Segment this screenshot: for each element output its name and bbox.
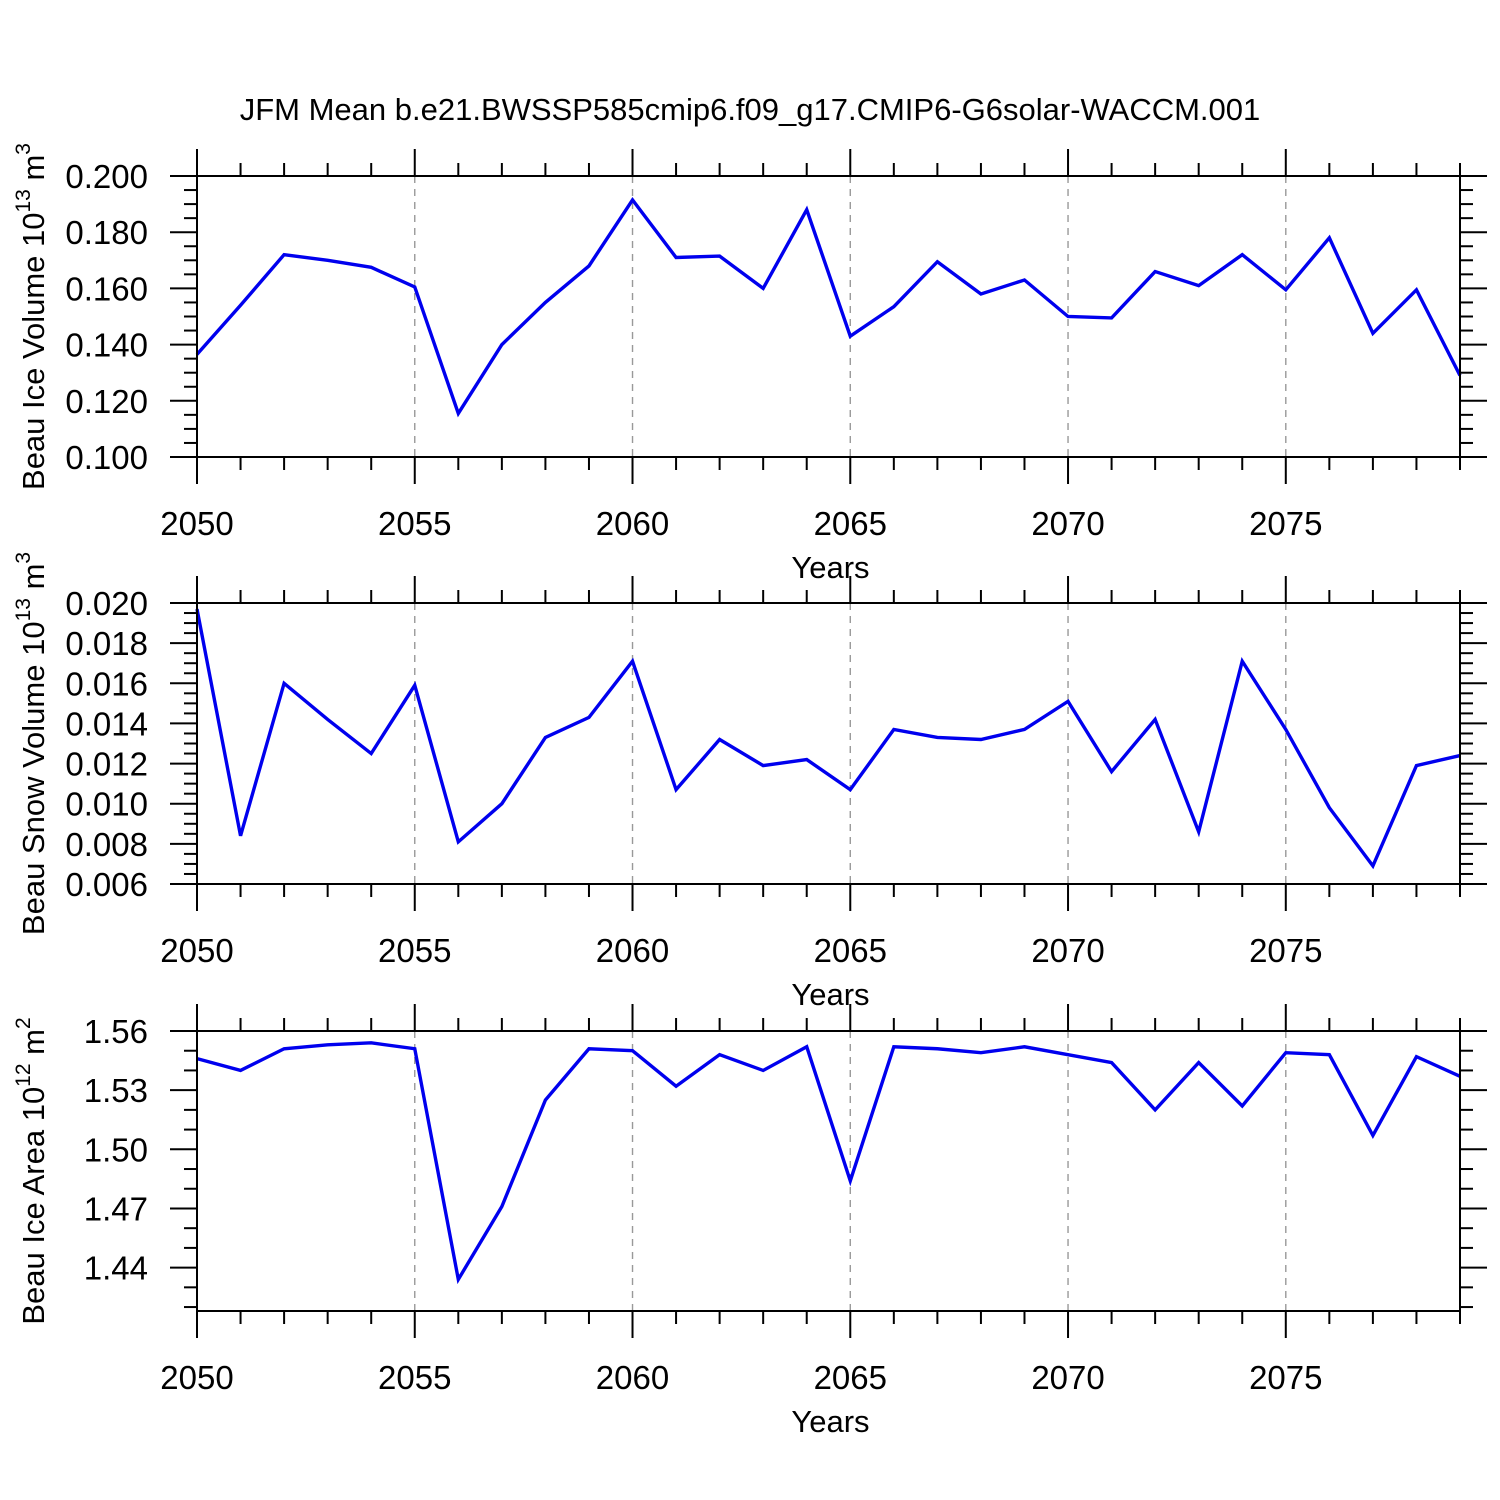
x-tick-label: 2075 <box>1249 505 1322 542</box>
y-axis-label-text: m <box>16 155 51 189</box>
x-tick-label: 2070 <box>1031 1359 1104 1396</box>
series-line <box>195 608 1461 870</box>
x-tick-label: 2070 <box>1031 505 1104 542</box>
y-tick-label: 0.006 <box>65 866 148 903</box>
x-tick-label: 2060 <box>596 932 669 969</box>
y-axis-label-sup: 3 <box>12 552 35 564</box>
y-tick-label: 1.56 <box>84 1013 148 1050</box>
y-tick-label: 0.012 <box>65 746 148 783</box>
y-tick-label: 0.020 <box>65 585 148 622</box>
series-line <box>195 196 1462 418</box>
x-tick-label: 2050 <box>160 1359 233 1396</box>
y-tick-label: 0.120 <box>65 383 148 420</box>
x-tick-label: 2065 <box>814 1359 887 1396</box>
y-tick-label: 0.016 <box>65 665 148 702</box>
y-axis-label: Beau Ice Area 1012 m2 <box>12 1017 51 1324</box>
x-tick-label: 2055 <box>378 505 451 542</box>
figure-title: JFM Mean b.e21.BWSSP585cmip6.f09_g17.CMI… <box>239 92 1261 127</box>
x-tick-label: 2065 <box>814 505 887 542</box>
y-tick-label: 0.014 <box>65 705 148 742</box>
x-tick-label: 2075 <box>1249 1359 1322 1396</box>
x-tick-label: 2070 <box>1031 932 1104 969</box>
series-line <box>196 1041 1461 1285</box>
x-tick-label: 2055 <box>378 932 451 969</box>
y-axis-label: Beau Ice Volume 1013 m3 <box>12 143 51 490</box>
y-axis-label-text: Beau Snow Volume 10 <box>16 621 51 935</box>
y-tick-label: 0.008 <box>65 826 148 863</box>
y-axis-label-sup: 2 <box>12 1017 35 1029</box>
y-axis-label: Beau Snow Volume 1013 m3 <box>12 552 51 935</box>
x-tick-label: 2060 <box>596 1359 669 1396</box>
y-axis-label-text: m <box>16 1029 51 1063</box>
plot-box <box>196 1030 1461 1312</box>
x-tick-label: 2050 <box>160 505 233 542</box>
y-tick-label: 0.180 <box>65 214 148 251</box>
y-axis-label-sup: 13 <box>12 598 35 621</box>
y-axis-label-text: Beau Ice Volume 10 <box>16 213 51 490</box>
x-tick-label: 2055 <box>378 1359 451 1396</box>
x-tick-label: 2060 <box>596 505 669 542</box>
x-axis-label: Years <box>791 550 869 585</box>
beau-ice-area-panel: 1.44 1.47 1.50 1.53 1.56 2050 2055 2060 2065 2070… <box>12 1004 1487 1439</box>
y-tick-label: 1.53 <box>84 1072 148 1109</box>
y-tick-label: 0.160 <box>65 270 148 307</box>
plot-box <box>196 175 1461 458</box>
y-axis-label-sup: 13 <box>12 189 35 212</box>
y-axis-label-sup: 12 <box>12 1063 35 1086</box>
y-tick-label: 0.010 <box>65 786 148 823</box>
y-tick-label: 1.50 <box>84 1131 148 1168</box>
x-axis-label: Years <box>791 1404 869 1439</box>
y-tick-label: 0.200 <box>65 158 148 195</box>
x-tick-label: 2050 <box>160 932 233 969</box>
x-tick-label: 2075 <box>1249 932 1322 969</box>
plot-box <box>196 602 1461 885</box>
y-tick-label: 0.100 <box>65 439 148 476</box>
x-tick-label: 2065 <box>814 932 887 969</box>
beau-ice-volume-panel: 0.100 0.120 0.140 0.160 0.180 0.200 2050 2055 20… <box>12 143 1487 585</box>
y-tick-label: 1.47 <box>84 1190 148 1227</box>
y-axis-label-text: Beau Ice Area 10 <box>16 1087 51 1325</box>
y-tick-label: 0.140 <box>65 327 148 364</box>
y-tick-label: 0.018 <box>65 625 148 662</box>
x-axis-label: Years <box>791 977 869 1012</box>
y-tick-label: 1.44 <box>84 1250 148 1287</box>
y-axis-label-text: m <box>16 564 51 598</box>
y-axis-label-sup: 3 <box>12 143 35 155</box>
